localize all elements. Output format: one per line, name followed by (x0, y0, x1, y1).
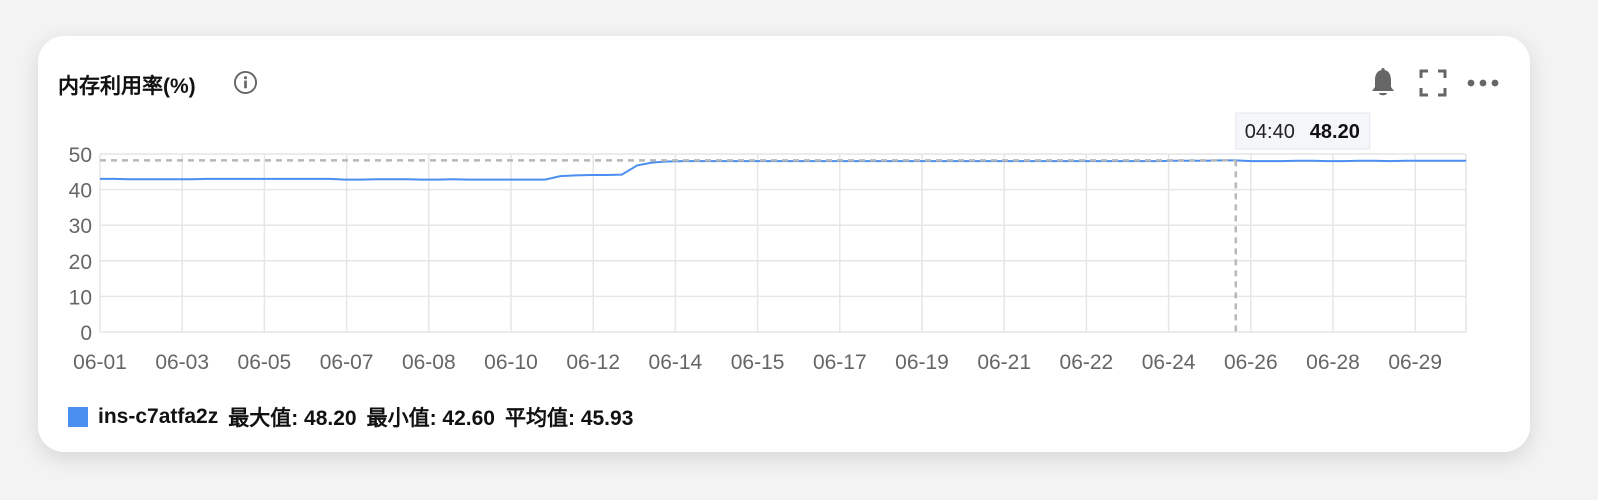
chart-legend[interactable]: ins-c7atfa2z 最大值: 48.20 最小值: 42.60 平均值: … (68, 402, 643, 432)
x-axis: 06-01 06-03 06-05 06-07 06-08 06-10 06-12 06-14… (73, 351, 1442, 374)
x-tick-label: 06-12 (566, 351, 620, 374)
legend-color-swatch (68, 407, 88, 427)
x-tick-label: 06-05 (238, 351, 292, 374)
y-axis: 0 10 20 30 40 50 (69, 144, 92, 345)
x-tick-label: 06-07 (320, 351, 374, 374)
legend-max: 最大值: 48.20 (228, 407, 357, 430)
x-tick-label: 06-26 (1224, 351, 1278, 374)
alarm-button[interactable] (1366, 66, 1400, 100)
tooltip-box (1235, 112, 1371, 150)
y-tick-label: 20 (69, 251, 92, 274)
y-tick-label: 40 (69, 180, 92, 203)
info-icon[interactable] (233, 70, 258, 95)
x-tick-label: 06-08 (402, 351, 456, 374)
legend-series-name: ins-c7atfa2z (98, 405, 219, 428)
bell-icon (1372, 68, 1394, 96)
x-tick-label: 06-22 (1060, 351, 1114, 374)
more-button[interactable] (1466, 66, 1500, 100)
fullscreen-icon (1419, 69, 1447, 97)
tooltip-value: 48.20 (1310, 121, 1360, 143)
x-tick-label: 06-14 (649, 351, 703, 374)
x-tick-label: 06-10 (484, 351, 538, 374)
tooltip: 04:40 48.20 (1235, 112, 1371, 150)
widget-toolbar (1350, 66, 1500, 100)
y-tick-label: 0 (80, 322, 92, 345)
legend-avg: 平均值: 45.93 (505, 407, 634, 430)
x-tick-label: 06-15 (731, 351, 785, 374)
grid-lines (99, 153, 1467, 333)
tooltip-time: 04:40 (1245, 121, 1295, 143)
fullscreen-button[interactable] (1416, 66, 1450, 100)
x-tick-label: 06-19 (895, 351, 949, 374)
x-tick-label: 06-17 (813, 351, 867, 374)
x-tick-label: 06-28 (1306, 351, 1360, 374)
x-tick-label: 06-21 (977, 351, 1031, 374)
x-tick-label: 06-03 (155, 351, 209, 374)
legend-min: 最小值: 42.60 (366, 407, 495, 430)
x-tick-label: 06-29 (1388, 351, 1442, 374)
crosshair (100, 159, 1238, 332)
x-tick-label: 06-01 (73, 351, 127, 374)
memory-usage-card: 内存利用率(%) 0 10 20 30 40 50 (38, 36, 1530, 452)
series-line-ins-c7atfa2z (100, 159, 1466, 181)
x-tick-label: 06-24 (1142, 351, 1196, 374)
widget-title: 内存利用率(%) (58, 75, 196, 98)
more-icon (1467, 79, 1499, 87)
y-tick-label: 50 (69, 144, 92, 167)
y-tick-label: 10 (69, 286, 92, 309)
y-tick-label: 30 (69, 215, 92, 238)
